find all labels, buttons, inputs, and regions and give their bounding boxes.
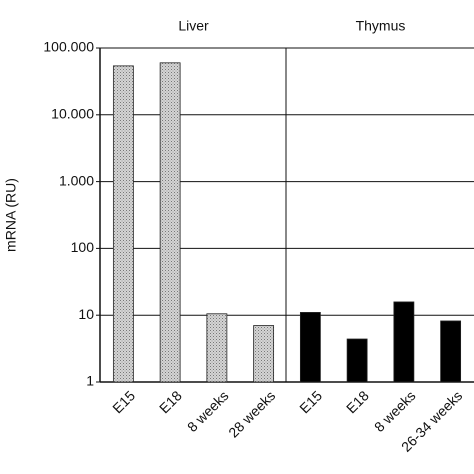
- bar: [159, 62, 181, 383]
- x-tick-label: E18: [156, 387, 185, 416]
- x-tick-label: E18: [343, 387, 372, 416]
- bar: [112, 65, 134, 383]
- y-axis-label: mRNA (RU): [3, 178, 19, 252]
- y-tick-label: 10.000: [51, 106, 94, 122]
- bar: [299, 312, 321, 383]
- y-tick-label: 100.000: [43, 39, 94, 55]
- bar: [440, 320, 462, 383]
- y-tick-label: 1: [86, 373, 94, 389]
- x-tick-label: 8 weeks: [184, 387, 232, 435]
- bar: [393, 301, 415, 383]
- panel-title: Liver: [178, 18, 209, 34]
- panel-title: Thymus: [356, 18, 406, 34]
- x-tick-label: 28 weeks: [225, 387, 278, 440]
- y-tick-label: 10: [78, 306, 94, 322]
- bar: [346, 338, 368, 383]
- x-tick-label: E15: [296, 387, 325, 416]
- bar: [206, 313, 228, 383]
- x-tick-label: 8 weeks: [371, 387, 419, 435]
- y-tick-label: 100: [71, 239, 95, 255]
- x-tick-label: E15: [109, 387, 138, 416]
- bar: [253, 325, 275, 383]
- y-tick-label: 1.000: [59, 172, 94, 188]
